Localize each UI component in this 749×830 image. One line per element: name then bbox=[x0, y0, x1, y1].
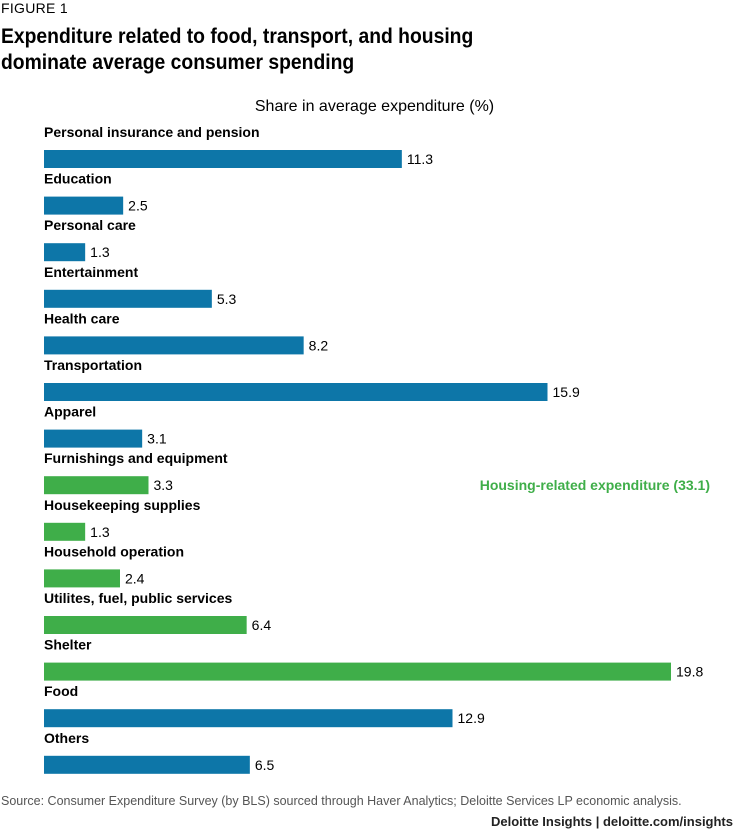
category-label-housekeeping-supplies: Housekeeping supplies bbox=[44, 497, 201, 513]
value-label-personal-insurance-and-pension: 11.3 bbox=[407, 151, 433, 167]
source-note: Source: Consumer Expenditure Survey (by … bbox=[1, 794, 682, 808]
category-label-personal-care: Personal care bbox=[44, 217, 136, 233]
value-label-education: 2.5 bbox=[128, 198, 148, 214]
footer-credit: Deloitte Insights | deloitte.com/insight… bbox=[491, 814, 733, 829]
bar-personal-insurance-and-pension bbox=[44, 150, 402, 168]
chart-title: Expenditure related to food, transport, … bbox=[1, 25, 474, 74]
bar-personal-care bbox=[44, 243, 86, 262]
housing-annotation: Housing-related expenditure (33.1) bbox=[480, 477, 710, 493]
category-label-apparel: Apparel bbox=[44, 404, 96, 420]
category-label-health-care: Health care bbox=[44, 310, 120, 326]
category-label-education: Education bbox=[44, 171, 112, 187]
value-label-utilites-fuel-public-services: 6.4 bbox=[252, 617, 272, 633]
category-label-transportation: Transportation bbox=[44, 357, 142, 373]
category-label-shelter: Shelter bbox=[44, 637, 92, 653]
bar-apparel bbox=[44, 429, 143, 448]
category-label-food: Food bbox=[44, 683, 78, 699]
value-label-apparel: 3.1 bbox=[147, 431, 167, 447]
value-label-household-operation: 2.4 bbox=[125, 570, 145, 586]
bar-furnishings-and-equipment bbox=[44, 476, 149, 495]
bar-food bbox=[44, 709, 453, 728]
category-label-furnishings-and-equipment: Furnishings and equipment bbox=[44, 450, 228, 466]
value-label-food: 12.9 bbox=[458, 710, 485, 726]
category-label-household-operation: Household operation bbox=[44, 543, 184, 559]
bar-shelter bbox=[44, 662, 671, 681]
value-label-others: 6.5 bbox=[255, 757, 275, 773]
value-label-shelter: 19.8 bbox=[676, 664, 703, 680]
bar-health-care bbox=[44, 336, 304, 355]
bar-others bbox=[44, 755, 250, 774]
value-label-housekeeping-supplies: 1.3 bbox=[90, 524, 110, 540]
bar-household-operation bbox=[44, 569, 120, 588]
value-label-personal-care: 1.3 bbox=[90, 244, 110, 260]
value-label-health-care: 8.2 bbox=[309, 337, 329, 353]
category-label-entertainment: Entertainment bbox=[44, 264, 138, 280]
category-label-personal-insurance-and-pension: Personal insurance and pension bbox=[44, 124, 260, 140]
bar-education bbox=[44, 196, 124, 215]
bar-entertainment bbox=[44, 289, 212, 308]
chart-subtitle: Share in average expenditure (%) bbox=[254, 98, 495, 115]
category-label-utilites-fuel-public-services: Utilites, fuel, public services bbox=[44, 590, 233, 606]
value-label-furnishings-and-equipment: 3.3 bbox=[154, 477, 174, 493]
category-label-others: Others bbox=[44, 730, 89, 746]
bar-housekeeping-supplies bbox=[44, 522, 86, 541]
bar-transportation bbox=[44, 383, 548, 401]
bar-chart: Personal insurance and pension 11.3 Educat… bbox=[44, 124, 710, 774]
value-label-entertainment: 5.3 bbox=[217, 291, 237, 307]
figure-label: FIGURE 1 bbox=[1, 0, 68, 16]
bar-utilites-fuel-public-services bbox=[44, 616, 247, 634]
value-label-transportation: 15.9 bbox=[553, 384, 580, 400]
